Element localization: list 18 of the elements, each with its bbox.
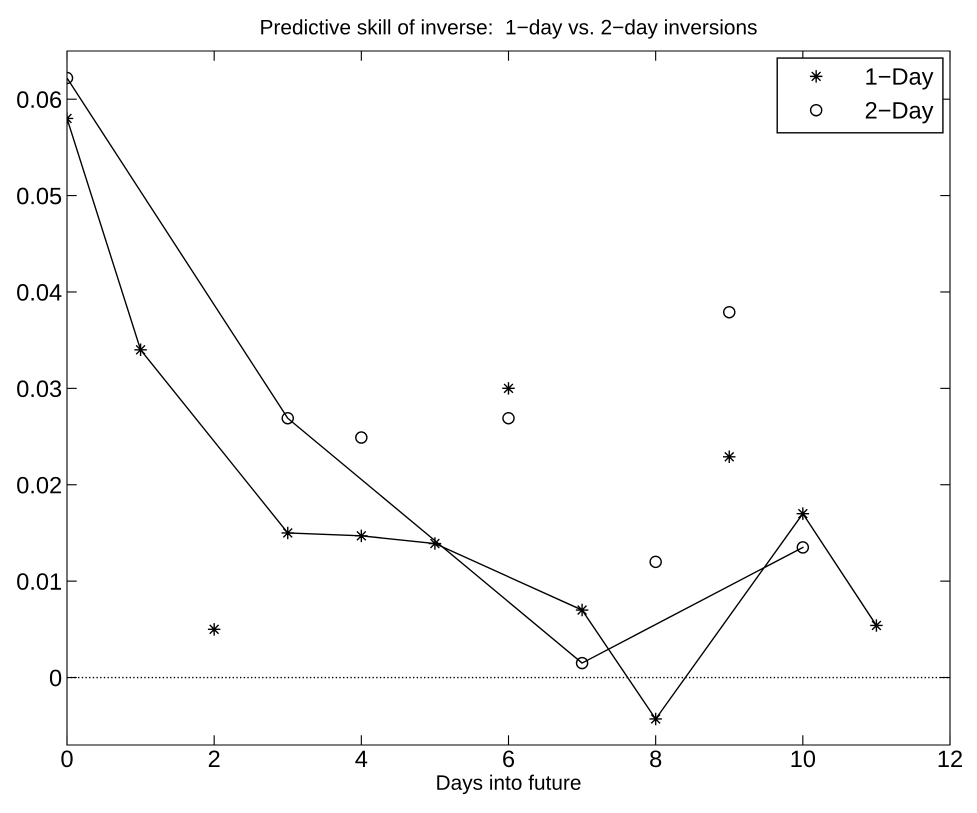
legend-label: 2−Day xyxy=(866,102,934,124)
x-tick-label: 12 xyxy=(938,750,962,767)
legend-label: 1−Day xyxy=(866,68,934,90)
x-axis-title: Days into future xyxy=(437,774,581,794)
x-tick-label: 8 xyxy=(650,750,662,768)
y-tick-label: 0.06 xyxy=(17,91,62,108)
y-tick-label: 0.02 xyxy=(17,476,61,494)
x-tick-label: 6 xyxy=(503,750,514,768)
y-tick-label: 0.01 xyxy=(17,573,61,590)
chart-title: Predictive skill of inverse: 1−day vs. 2−day inversions xyxy=(261,19,757,39)
x-tick-label: 0 xyxy=(61,750,73,768)
y-tick-label: 0.05 xyxy=(17,188,62,204)
x-tick-label: 10 xyxy=(792,750,816,768)
y-tick-label: 0.04 xyxy=(17,284,62,301)
y-tick-label: 0.03 xyxy=(17,380,62,398)
x-tick-label: 4 xyxy=(355,750,368,767)
x-tick-label: 2 xyxy=(208,750,220,767)
y-tick-label: 0 xyxy=(50,670,62,686)
